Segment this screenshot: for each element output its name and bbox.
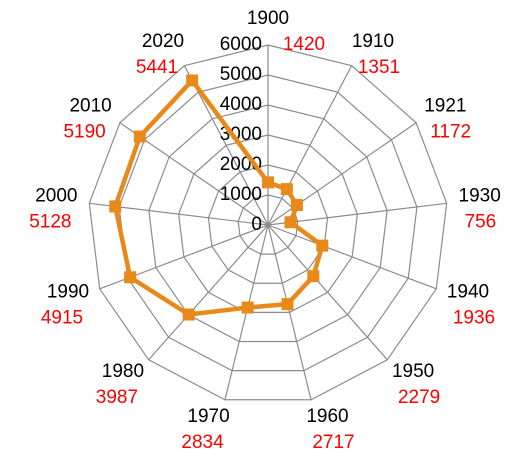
category-label: 1980 <box>102 361 144 382</box>
grid-ring <box>118 74 418 372</box>
value-label: 5190 <box>63 121 105 142</box>
marker <box>124 271 137 284</box>
category-label: 1930 <box>459 186 501 207</box>
value-label: 5441 <box>136 57 178 78</box>
spoke <box>267 202 447 226</box>
spoke <box>267 65 353 226</box>
value-label: 2717 <box>312 432 354 449</box>
value-label: 1420 <box>283 34 325 55</box>
value-label: 1936 <box>453 308 495 329</box>
grid-ring <box>178 134 358 313</box>
category-label: 1940 <box>447 282 489 303</box>
value-label: 5128 <box>29 212 71 233</box>
value-label: 2834 <box>181 432 224 449</box>
spoke <box>267 224 437 290</box>
r-tick-label: 5000 <box>220 64 262 85</box>
spoke <box>267 224 312 400</box>
r-tick-label: 0 <box>251 214 262 235</box>
marker <box>182 308 195 321</box>
category-label: 1910 <box>352 31 394 52</box>
category-label: 1970 <box>187 406 229 427</box>
category-label: 2020 <box>142 31 184 52</box>
spoke <box>148 224 269 361</box>
r-tick-label: 4000 <box>220 94 262 115</box>
value-label: 3987 <box>96 387 138 408</box>
r-tick-label: 6000 <box>220 34 262 55</box>
marker <box>109 200 122 213</box>
r-tick-label: 1000 <box>220 184 262 205</box>
marker <box>280 183 293 196</box>
category-label: 1960 <box>306 406 348 427</box>
marker <box>186 74 199 87</box>
value-label: 756 <box>465 212 497 233</box>
marker <box>241 301 254 314</box>
value-label: 1172 <box>430 121 471 142</box>
spoke <box>267 224 388 361</box>
grid-ring <box>88 44 448 401</box>
grid-ring <box>207 164 329 284</box>
value-label: 4915 <box>41 308 83 329</box>
category-label: 1921 <box>424 95 466 116</box>
marker <box>262 176 274 189</box>
value-label: 1351 <box>358 57 400 78</box>
category-label: 2010 <box>69 95 111 116</box>
marker <box>307 270 320 283</box>
category-label: 2000 <box>35 186 77 207</box>
value-label: 2279 <box>398 387 440 408</box>
marker <box>284 216 297 229</box>
marker <box>133 130 146 143</box>
category-label: 1950 <box>392 361 434 382</box>
marker <box>316 239 329 252</box>
marker <box>281 298 294 311</box>
category-label: 1900 <box>247 8 289 29</box>
grid-ring <box>148 104 388 343</box>
category-label: 1990 <box>47 282 89 303</box>
marker <box>290 199 303 212</box>
